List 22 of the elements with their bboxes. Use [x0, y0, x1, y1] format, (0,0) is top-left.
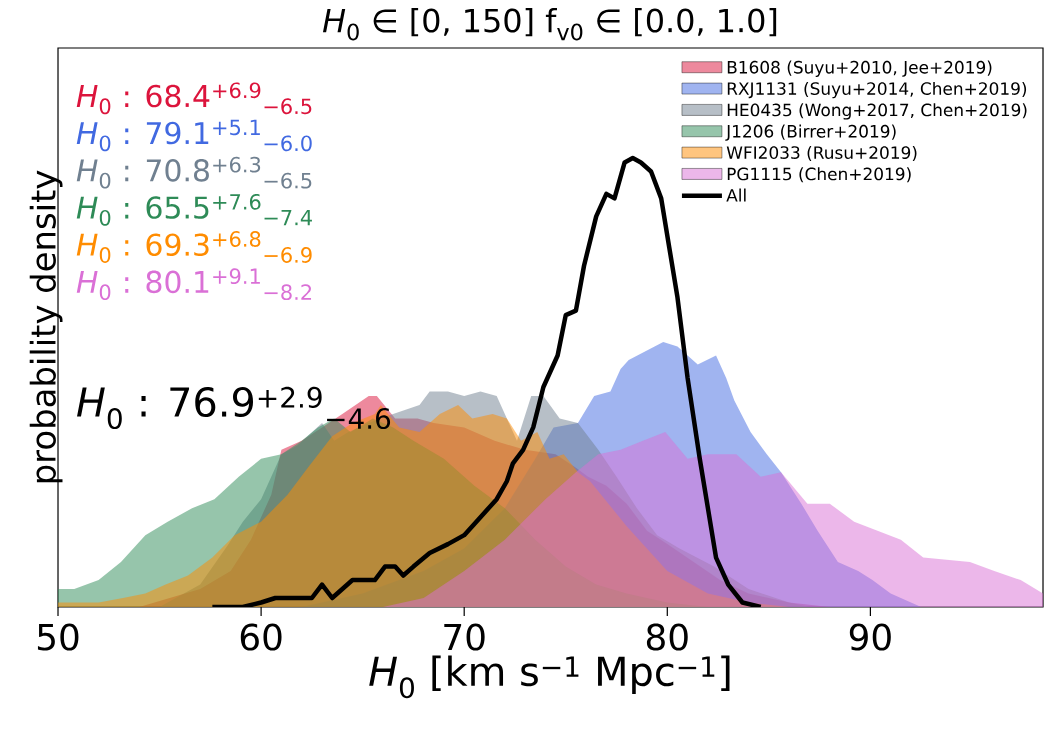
annotation: H$_{0}$ : 70.8$^{+6.3}$−6.5	[76, 156, 312, 189]
legend-label: PG1115 (Chen+2019)	[727, 167, 911, 183]
x-tick-label: 80	[646, 623, 688, 651]
x-tick-label: 60	[240, 623, 282, 651]
legend-label: HE0435 (Wong+2017, Chen+2019)	[727, 103, 1027, 120]
legend-label: All	[726, 188, 746, 202]
annotation: H$_{0}$ : 80.1$^{+9.1}$−8.2	[76, 268, 312, 301]
text: H$_{0}$ : 79.1$^{+5.1}$−6.0	[76, 119, 312, 152]
annotation: H$_{0}$ : 69.3$^{+6.8}$−6.9	[76, 231, 312, 263]
legend-label: B1608 (Suyu+2010, Jee+2019)	[727, 60, 992, 77]
annotation: H$_{0}$ : 76.9$^{+2.9}$−4.6	[77, 386, 391, 430]
text: H$_{0}$ : 68.4$^{+6.9}$−6.5	[76, 82, 312, 115]
legend-label: WFI2033 (Rusu+2019)	[726, 145, 917, 162]
x-tick-label: 90	[849, 623, 891, 651]
y-axis-title: probability density	[29, 170, 63, 483]
x-tick-label: 70	[444, 623, 485, 651]
annotation: H$_{0}$ : 65.5$^{+7.6}$−7.4	[76, 193, 312, 226]
chart-title: H$_{0}$ ∈ [0, 150] f$_{v0}$ ∈ [0.0, 1.0]	[322, 7, 777, 41]
x-axis-title: H$_{0}$ [km s$^{−1}$ Mpc$^{−1}$]	[369, 655, 730, 699]
x-tick-label: 50	[37, 623, 79, 651]
legend-label: J1206 (Birrer+2019)	[725, 124, 896, 141]
legend-label: RXJ1131 (Suyu+2014, Chen+2019)	[727, 81, 1027, 99]
